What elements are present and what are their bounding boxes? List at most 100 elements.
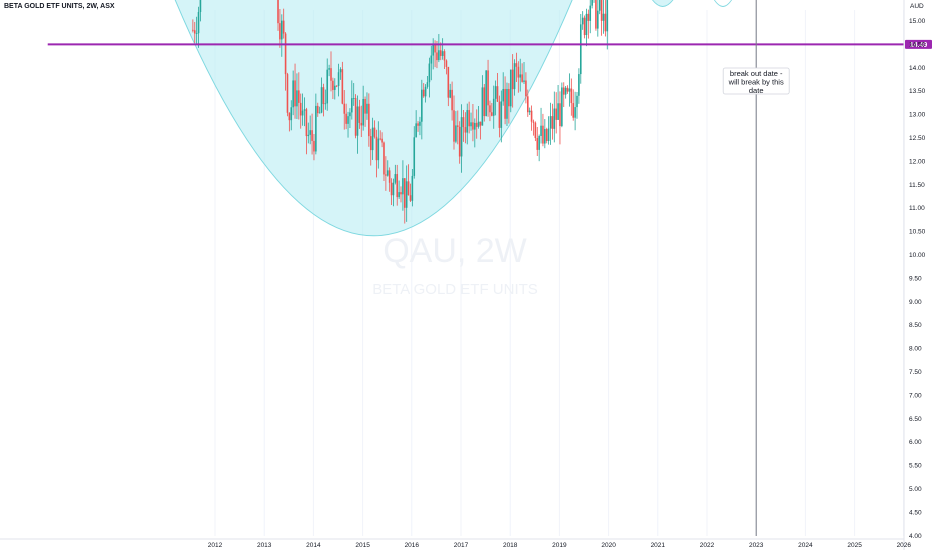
candle[interactable]: [500, 101, 503, 128]
candle[interactable]: [324, 103, 327, 105]
candle[interactable]: [462, 117, 465, 128]
candle[interactable]: [390, 182, 393, 196]
candle[interactable]: [581, 17, 584, 25]
candle[interactable]: [604, 13, 607, 32]
candle[interactable]: [277, 0, 279, 24]
candle[interactable]: [307, 134, 310, 137]
candle[interactable]: [362, 98, 364, 126]
candle[interactable]: [526, 96, 529, 113]
candle[interactable]: [447, 66, 450, 98]
candle[interactable]: [458, 126, 461, 157]
candle[interactable]: [290, 107, 293, 121]
candle[interactable]: [438, 50, 440, 61]
candle[interactable]: [532, 121, 535, 123]
candle[interactable]: [555, 108, 557, 120]
candle[interactable]: [354, 98, 357, 136]
candle[interactable]: [428, 63, 431, 83]
candle[interactable]: [561, 87, 563, 127]
candle[interactable]: [502, 88, 504, 102]
candle[interactable]: [320, 87, 323, 113]
candle[interactable]: [598, 0, 601, 11]
candle[interactable]: [358, 106, 361, 123]
candle[interactable]: [583, 17, 586, 36]
cup-shape-3[interactable]: [677, 0, 768, 7]
candle[interactable]: [330, 68, 332, 81]
candle[interactable]: [496, 86, 499, 102]
candle[interactable]: [534, 122, 537, 139]
candle[interactable]: [585, 13, 588, 36]
candle[interactable]: [280, 20, 283, 40]
candle[interactable]: [419, 121, 421, 126]
candle[interactable]: [470, 122, 472, 127]
candle[interactable]: [383, 142, 385, 175]
candle[interactable]: [491, 112, 493, 116]
candle[interactable]: [292, 80, 294, 108]
candle[interactable]: [360, 122, 363, 126]
candle[interactable]: [553, 108, 556, 129]
candle[interactable]: [377, 138, 380, 161]
candle[interactable]: [296, 90, 298, 107]
candle[interactable]: [551, 116, 554, 129]
candle[interactable]: [199, 0, 202, 13]
candle[interactable]: [549, 116, 552, 129]
cup-shape-1[interactable]: [112, 0, 636, 236]
candle[interactable]: [403, 178, 406, 208]
candle[interactable]: [519, 74, 522, 78]
candle[interactable]: [286, 74, 289, 113]
candle[interactable]: [347, 116, 349, 124]
candle[interactable]: [349, 112, 351, 117]
candle[interactable]: [509, 69, 512, 107]
candle[interactable]: [371, 127, 374, 151]
candle[interactable]: [538, 135, 540, 150]
candle[interactable]: [356, 106, 359, 136]
candle[interactable]: [453, 110, 455, 142]
candle[interactable]: [430, 55, 433, 64]
candle[interactable]: [479, 121, 482, 126]
candle[interactable]: [411, 175, 414, 201]
candle[interactable]: [366, 103, 368, 114]
candle[interactable]: [385, 174, 387, 176]
candle[interactable]: [506, 88, 508, 119]
candle[interactable]: [279, 23, 281, 40]
candle[interactable]: [432, 44, 434, 56]
candle[interactable]: [472, 122, 474, 130]
candle[interactable]: [328, 68, 330, 70]
candle[interactable]: [424, 86, 427, 97]
candle[interactable]: [333, 85, 336, 90]
candle[interactable]: [394, 174, 397, 183]
candle[interactable]: [483, 87, 486, 117]
candle[interactable]: [343, 103, 346, 114]
candle[interactable]: [451, 89, 453, 111]
candle[interactable]: [460, 117, 463, 157]
candle[interactable]: [402, 178, 404, 195]
candle[interactable]: [597, 10, 599, 29]
candle[interactable]: [504, 88, 506, 119]
candle[interactable]: [415, 123, 417, 138]
candle[interactable]: [568, 88, 571, 92]
candle[interactable]: [434, 44, 436, 53]
candle[interactable]: [464, 127, 467, 133]
candle[interactable]: [606, 0, 609, 32]
candle[interactable]: [474, 122, 476, 130]
candle[interactable]: [489, 105, 491, 113]
candle[interactable]: [369, 136, 372, 151]
candle[interactable]: [352, 98, 355, 99]
candle[interactable]: [339, 69, 342, 73]
candle[interactable]: [595, 0, 597, 29]
candle[interactable]: [441, 51, 444, 56]
candle[interactable]: [316, 105, 319, 114]
candle[interactable]: [405, 181, 408, 208]
candle[interactable]: [379, 138, 381, 140]
candle[interactable]: [587, 13, 590, 21]
candle[interactable]: [313, 140, 315, 152]
candle[interactable]: [409, 195, 412, 201]
candle[interactable]: [337, 72, 340, 86]
candle[interactable]: [364, 98, 366, 114]
candle[interactable]: [407, 181, 410, 196]
candle[interactable]: [311, 130, 313, 141]
candle[interactable]: [288, 112, 291, 121]
candle[interactable]: [576, 95, 578, 108]
candle[interactable]: [326, 69, 329, 104]
candle[interactable]: [345, 113, 347, 124]
